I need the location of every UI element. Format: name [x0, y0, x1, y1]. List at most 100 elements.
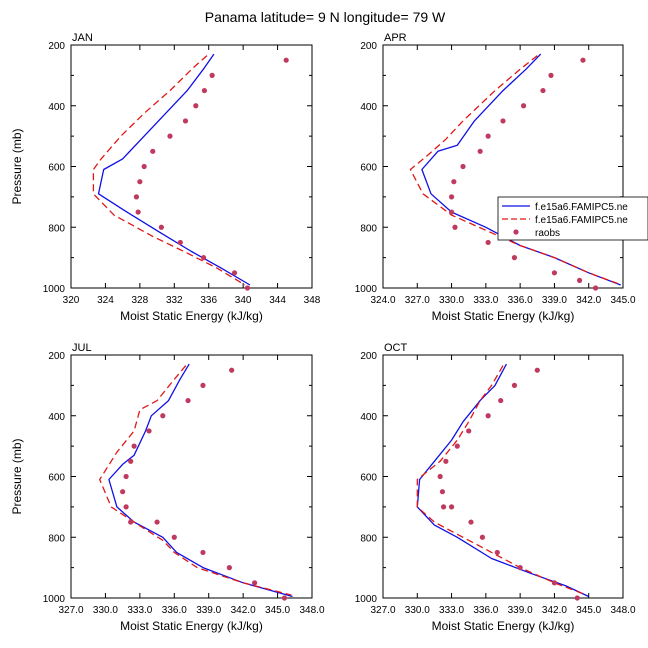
- raobs-point: [580, 57, 586, 63]
- series-line-model-1: [97, 53, 251, 286]
- panel-apr: APR 324.0 327.0 330.0 333.0 336.0 339.0 342.0 34…: [355, 32, 648, 323]
- raobs-point: [460, 163, 466, 170]
- x-tick-label: 342.0: [542, 605, 567, 616]
- x-tick-label: 339.0: [542, 295, 567, 306]
- raobs-point: [281, 595, 288, 601]
- raobs-point: [548, 72, 554, 78]
- raobs-point: [201, 87, 208, 94]
- raobs-point: [131, 443, 137, 449]
- y-tick-label: 400: [48, 412, 65, 423]
- raobs-point: [485, 239, 491, 246]
- x-tick-label: 342.0: [231, 605, 256, 616]
- panel-label: APR: [384, 32, 407, 44]
- raobs-point: [244, 285, 251, 291]
- raobs-point: [451, 179, 457, 185]
- raobs-point: [231, 270, 238, 276]
- raobs-point: [128, 458, 134, 464]
- y-tick-label: 200: [360, 351, 377, 362]
- raobs-point: [150, 148, 156, 154]
- x-tick-label: 340: [235, 295, 252, 306]
- raobs-point: [576, 277, 583, 284]
- panel-label: OCT: [384, 342, 408, 354]
- raobs-point: [466, 428, 472, 434]
- raobs-point: [200, 255, 207, 261]
- y-tick-label: 400: [360, 102, 377, 113]
- legend: f.e15a6.FAMIPC5.ne f.e15a6.FAMIPC5.ne raob…: [497, 196, 648, 241]
- panel-oct: OCT 327.0 330.0 333.0 336.0 339.0 342.0 345.0 34…: [355, 342, 636, 633]
- x-axis-label: Moist Static Energy (kJ/kg): [120, 309, 263, 323]
- x-tick-label: 330.0: [405, 605, 430, 616]
- y-tick-label: 800: [48, 223, 65, 234]
- x-tick-label: 328: [132, 295, 149, 306]
- y-tick-label: 200: [48, 41, 65, 52]
- raobs-point: [158, 224, 164, 230]
- x-tick-label: 336: [200, 295, 217, 306]
- x-tick-label: 324: [97, 295, 114, 306]
- raobs-point: [171, 534, 177, 540]
- y-tick-label: 200: [48, 351, 65, 362]
- raobs-point: [283, 57, 289, 63]
- y-tick-label: 600: [360, 473, 377, 484]
- x-axis-label: Moist Static Energy (kJ/kg): [432, 309, 575, 323]
- series-line-model-2: [92, 55, 246, 286]
- plot-frame: [382, 44, 624, 289]
- legend-label: f.e15a6.FAMIPC5.ne: [535, 202, 628, 213]
- raobs-point: [135, 209, 141, 215]
- x-tick-label: 333.0: [473, 295, 498, 306]
- x-tick-label: 333.0: [439, 605, 464, 616]
- panel-label: JUL: [72, 342, 92, 354]
- x-tick-label: 339.0: [196, 605, 221, 616]
- raobs-point: [452, 224, 458, 230]
- x-axis-label: Moist Static Energy (kJ/kg): [432, 619, 575, 633]
- raobs-point: [193, 103, 199, 109]
- x-tick-label: 336.0: [473, 605, 498, 616]
- x-tick-label: 336.0: [162, 605, 187, 616]
- y-tick-label: 1000: [43, 594, 66, 605]
- raobs-point: [133, 194, 140, 200]
- raobs-point: [167, 133, 173, 139]
- y-tick-label: 600: [48, 473, 65, 484]
- raobs-point: [485, 133, 491, 139]
- figure-title: Panama latitude= 9 N longitude= 79 W: [205, 9, 446, 25]
- y-tick-label: 800: [360, 223, 377, 234]
- raobs-point: [448, 504, 455, 510]
- x-tick-label: 339.0: [508, 605, 533, 616]
- x-axis-label: Moist Static Energy (kJ/kg): [120, 619, 263, 633]
- x-tick-label: 332: [166, 295, 183, 306]
- legend-label: raobs: [535, 228, 560, 239]
- x-tick-label: 348: [304, 295, 321, 306]
- x-tick-label: 330.0: [93, 605, 118, 616]
- y-tick-label: 800: [48, 533, 65, 544]
- raobs-point: [443, 458, 449, 464]
- x-tick-label: 333.0: [127, 605, 152, 616]
- raobs-point: [574, 595, 580, 601]
- x-tick-label: 345.0: [576, 605, 601, 616]
- raobs-point: [498, 397, 504, 404]
- raobs-point: [177, 239, 183, 246]
- y-tick-label: 600: [360, 163, 377, 174]
- raobs-point: [534, 367, 540, 373]
- x-tick-label: 330.0: [439, 295, 464, 306]
- plot-frame: [382, 354, 624, 599]
- x-tick-label: 342.0: [576, 295, 601, 306]
- x-tick-label: 348.0: [610, 605, 635, 616]
- panel-label: JAN: [72, 32, 93, 44]
- raobs-point: [437, 473, 443, 480]
- y-tick-label: 1000: [355, 284, 378, 295]
- y-tick-label: 200: [360, 41, 377, 52]
- y-axis-label: Pressure (mb): [10, 438, 24, 514]
- raobs-point: [128, 519, 134, 525]
- x-tick-label: 336.0: [508, 295, 533, 306]
- raobs-point: [517, 565, 523, 571]
- raobs-point: [477, 148, 483, 154]
- raobs-point: [448, 194, 455, 200]
- raobs-point: [137, 179, 143, 185]
- raobs-point: [485, 413, 491, 419]
- series-line-model-1: [108, 363, 293, 598]
- raobs-point: [200, 382, 206, 388]
- panel-jul: JUL 327.0 330.0 333.0 336.0 339.0 342.0 345.0 34…: [10, 342, 325, 633]
- raobs-point: [440, 504, 447, 510]
- x-tick-label: 320: [63, 295, 80, 306]
- raobs-point: [551, 270, 558, 276]
